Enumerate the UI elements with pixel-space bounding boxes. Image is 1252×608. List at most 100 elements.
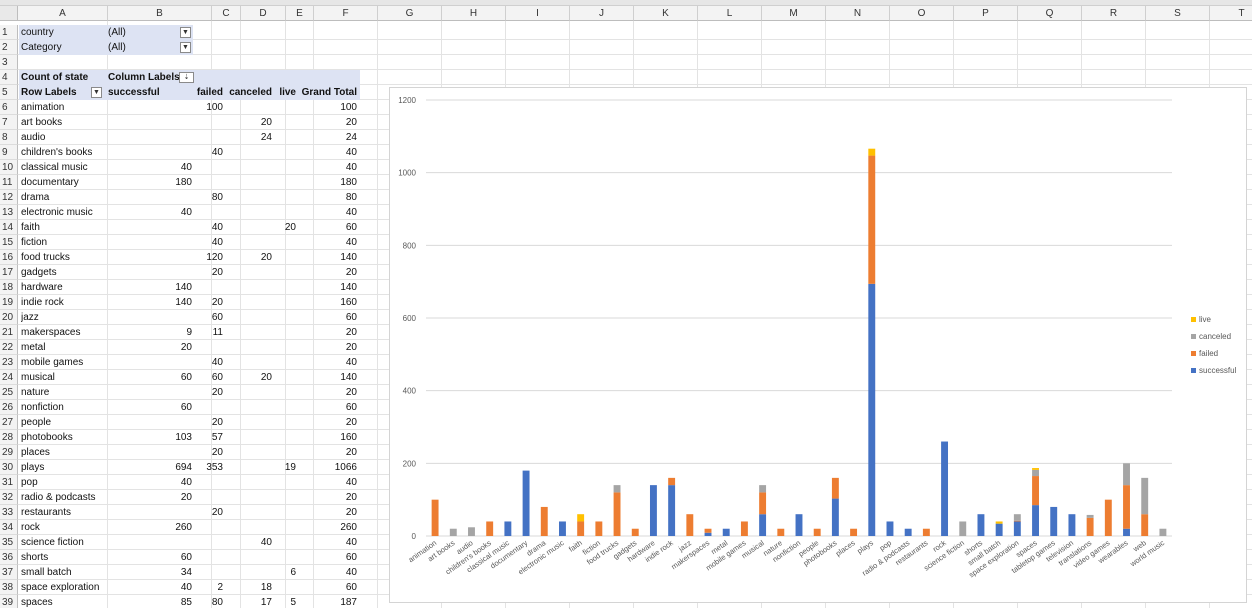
pivot-cell-grand-total[interactable]: 180 [340, 177, 357, 188]
pivot-cell-failed-count[interactable]: 20 [211, 387, 223, 398]
pivot-cell-live-count[interactable] [272, 535, 296, 550]
pivot-cell-grand-total[interactable]: 140 [340, 372, 357, 383]
pivot-cell-failed-count[interactable] [194, 115, 223, 130]
pivot-cell-successful-count[interactable]: 140 [175, 297, 192, 308]
pivot-cell-canceled-count[interactable] [223, 475, 272, 490]
pivot-cell-live-count[interactable] [272, 400, 296, 415]
pivot-cell-successful-count[interactable]: 40 [180, 162, 192, 173]
row-header[interactable]: 17 [0, 265, 18, 280]
pivot-cell-live-count[interactable] [272, 130, 296, 145]
row-header[interactable]: 10 [0, 160, 18, 175]
pivot-cell-failed-count[interactable]: 57 [211, 432, 223, 443]
pivot-cell-canceled-count[interactable] [223, 550, 272, 565]
pivot-cell-canceled-count[interactable]: 18 [260, 582, 272, 593]
pivot-cell-live-count[interactable] [272, 490, 296, 505]
pivot-cell-live-count[interactable] [272, 355, 296, 370]
pivot-cell-row-label[interactable]: animation [21, 102, 65, 113]
column-header-i[interactable]: I [506, 6, 570, 21]
pivot-cell-successful-count[interactable] [108, 385, 192, 400]
pivot-cell-grand-total[interactable]: 40 [345, 207, 357, 218]
row-header[interactable]: 13 [0, 205, 18, 220]
row-header[interactable]: 23 [0, 355, 18, 370]
row-header[interactable]: 34 [0, 520, 18, 535]
pivot-cell-row-label[interactable]: pop [21, 477, 38, 488]
pivot-cell-live-count[interactable] [272, 415, 296, 430]
pivot-cell-row-label[interactable]: electronic music [21, 207, 93, 218]
column-header-t[interactable]: T [1210, 6, 1252, 21]
pivot-cell-live-count[interactable]: 6 [290, 567, 296, 578]
row-header[interactable]: 32 [0, 490, 18, 505]
pivot-cell-grand-total[interactable]: 20 [345, 507, 357, 518]
pivot-cell-failed-count[interactable] [194, 490, 223, 505]
pivot-cell-successful-count[interactable]: 40 [180, 207, 192, 218]
pivot-cell-failed-count[interactable]: 80 [211, 597, 223, 608]
row-header[interactable]: 31 [0, 475, 18, 490]
pivot-cell-row-label[interactable]: restaurants [21, 507, 72, 518]
pivot-cell-failed-count[interactable] [194, 565, 223, 580]
pivot-cell-canceled-count[interactable]: 24 [260, 132, 272, 143]
pivot-cell-live-count[interactable] [272, 280, 296, 295]
pivot-cell-canceled-count[interactable] [223, 190, 272, 205]
pivot-cell-successful-count[interactable]: 260 [175, 522, 192, 533]
select-all-corner[interactable] [0, 6, 18, 21]
pivot-cell-grand-total[interactable]: 60 [345, 312, 357, 323]
pivot-cell-live-count[interactable] [272, 235, 296, 250]
pivot-cell-live-count[interactable] [272, 250, 296, 265]
pivot-cell-live-count[interactable] [272, 385, 296, 400]
pivot-cell-row-label[interactable]: hardware [21, 282, 63, 293]
column-header-r[interactable]: R [1082, 6, 1146, 21]
pivot-cell-successful-count[interactable]: 103 [175, 432, 192, 443]
pivot-cell-live-count[interactable] [272, 475, 296, 490]
pivot-cell-successful-count[interactable]: 180 [175, 177, 192, 188]
column-header-p[interactable]: P [954, 6, 1018, 21]
row-header[interactable]: 36 [0, 550, 18, 565]
pivot-cell-failed-count[interactable] [194, 475, 223, 490]
pivot-cell-grand-total[interactable]: 187 [340, 597, 357, 608]
pivot-cell-row-label[interactable]: radio & podcasts [21, 492, 96, 503]
pivot-cell-row-label[interactable]: nonfiction [21, 402, 64, 413]
column-header-g[interactable]: G [378, 6, 442, 21]
pivot-cell-failed-count[interactable]: 20 [211, 267, 223, 278]
pivot-cell-row-label[interactable]: small batch [21, 567, 72, 578]
pivot-cell-failed-count[interactable]: 11 [212, 327, 223, 338]
pivot-cell-successful-count[interactable] [108, 130, 192, 145]
pivot-cell-row-label[interactable]: food trucks [21, 252, 70, 263]
pivot-cell-live-count[interactable] [272, 430, 296, 445]
pivot-cell-canceled-count[interactable] [223, 100, 272, 115]
pivot-cell-failed-count[interactable]: 20 [211, 447, 223, 458]
pivot-cell-successful-count[interactable] [108, 100, 192, 115]
pivot-cell-successful-count[interactable] [108, 445, 192, 460]
column-header-q[interactable]: Q [1018, 6, 1082, 21]
pivot-cell-grand-total[interactable]: 140 [340, 252, 357, 263]
pivot-cell-row-label[interactable]: mobile games [21, 357, 84, 368]
pivot-cell-successful-count[interactable]: 40 [180, 582, 192, 593]
pivot-cell-successful-count[interactable]: 40 [180, 477, 192, 488]
pivot-cell-row-label[interactable]: rock [21, 522, 40, 533]
pivot-cell-successful-count[interactable] [108, 310, 192, 325]
pivot-cell-canceled-count[interactable] [223, 280, 272, 295]
row-header[interactable]: 4 [0, 70, 18, 85]
pivot-cell-failed-count[interactable]: 20 [211, 297, 223, 308]
row-header[interactable]: 21 [0, 325, 18, 340]
pivot-cell-successful-count[interactable]: 34 [180, 567, 192, 578]
pivot-cell-grand-total[interactable]: 20 [345, 387, 357, 398]
pivot-cell-live-count[interactable] [272, 370, 296, 385]
pivot-cell-canceled-count[interactable]: 20 [260, 252, 272, 263]
pivot-cell-live-count[interactable] [272, 340, 296, 355]
column-header-d[interactable]: D [241, 6, 286, 21]
pivot-cell-canceled-count[interactable] [223, 340, 272, 355]
pivot-cell-successful-count[interactable] [108, 190, 192, 205]
pivot-cell-grand-total[interactable]: 20 [345, 327, 357, 338]
pivot-cell-successful-count[interactable] [108, 505, 192, 520]
pivot-cell-grand-total[interactable]: 20 [345, 342, 357, 353]
pivot-cell-failed-count[interactable] [194, 130, 223, 145]
pivot-cell-grand-total[interactable]: 1066 [334, 462, 357, 473]
pivot-cell-failed-count[interactable] [194, 400, 223, 415]
pivot-cell-failed-count[interactable] [194, 340, 223, 355]
row-header[interactable]: 22 [0, 340, 18, 355]
row-header[interactable]: 33 [0, 505, 18, 520]
pivot-cell-row-label[interactable]: gadgets [21, 267, 57, 278]
pivot-cell-grand-total[interactable]: 20 [345, 492, 357, 503]
pivot-cell-successful-count[interactable] [108, 145, 192, 160]
row-header[interactable]: 11 [0, 175, 18, 190]
